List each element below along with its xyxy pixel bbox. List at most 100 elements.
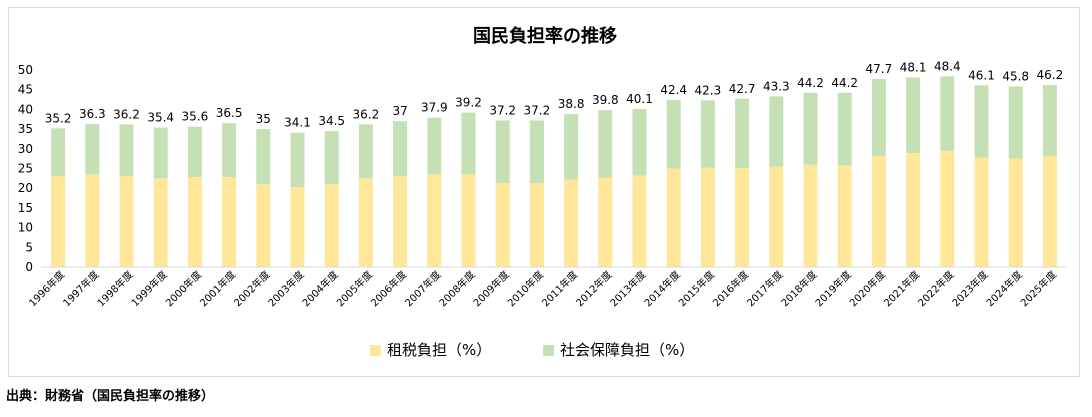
data-label-total: 35.2 <box>45 111 72 125</box>
data-label-total: 38.8 <box>558 97 585 111</box>
x-tick-label: 2006年度 <box>368 268 409 309</box>
legend-swatch-social <box>543 345 554 356</box>
bar-social <box>495 120 510 184</box>
bar-tax <box>427 174 442 267</box>
data-label-total: 42.4 <box>660 83 687 97</box>
stacked-bar-chart: 国民負担率の推移 0 5 10 15 20 25 30 35 40 45 50 35.2 36.3 36… <box>18 25 1067 359</box>
x-tick-label: 1999年度 <box>128 268 169 309</box>
x-tick-label: 2022年度 <box>915 268 956 309</box>
bar-social <box>358 124 373 179</box>
x-tick-label: 2021年度 <box>881 268 922 309</box>
bar-tax <box>256 184 271 267</box>
bar-tax <box>871 155 886 267</box>
data-label-total: 43.3 <box>763 79 790 93</box>
x-tick-label: 2008年度 <box>436 268 477 309</box>
data-label-total: 44.2 <box>831 76 858 90</box>
data-label-total: 48.4 <box>934 59 961 73</box>
bar-tax <box>358 178 373 267</box>
y-tick-label: 25 <box>18 162 33 176</box>
bar-social <box>461 112 476 175</box>
data-label-total: 34.1 <box>284 116 311 130</box>
bar-tax <box>1042 155 1057 267</box>
bar-tax <box>666 168 681 267</box>
bar-social <box>803 92 818 165</box>
y-tick-label: 30 <box>18 142 33 156</box>
bar-tax <box>51 176 66 267</box>
bar-social <box>769 96 784 167</box>
bar-social <box>1008 86 1023 159</box>
x-tick-label: 2011年度 <box>539 268 580 309</box>
x-tick-label: 2000年度 <box>163 268 204 309</box>
x-tick-label: 1997年度 <box>60 268 101 309</box>
bar-tax <box>974 157 989 267</box>
data-label-total: 46.1 <box>968 68 995 82</box>
bar-social <box>940 76 955 151</box>
bar-tax <box>290 187 305 267</box>
x-tick-label: 2001年度 <box>197 268 238 309</box>
bar-tax <box>187 177 202 267</box>
bar-tax <box>85 174 100 267</box>
bar-tax <box>940 150 955 267</box>
x-tick-label: 2003年度 <box>265 268 306 309</box>
legend-label-social: 社会保障負担（%） <box>560 341 694 359</box>
bar-social <box>529 120 544 184</box>
data-label-total: 45.8 <box>1002 70 1029 84</box>
data-labels: 35.2 36.3 36.2 35.4 35.6 36.5 35 34.1 34.5 36.2 37… <box>45 59 1064 129</box>
y-tick-label: 0 <box>25 260 33 274</box>
source-note: 出典：財務省（国民負担率の推移） <box>6 389 215 404</box>
legend-swatch-tax <box>370 345 381 356</box>
bar-tax <box>735 168 750 267</box>
bar-tax <box>769 166 784 267</box>
x-tick-label: 2018年度 <box>778 268 819 309</box>
bar-social <box>837 92 852 166</box>
data-label-total: 36.2 <box>353 107 380 121</box>
data-label-total: 42.3 <box>695 83 722 97</box>
x-axis: 1996年度1997年度1998年度1999年度2000年度2001年度2002… <box>26 266 1067 309</box>
x-tick-label: 2017年度 <box>744 268 785 309</box>
bar-tax <box>461 174 476 267</box>
bar-tax <box>393 176 408 267</box>
data-label-total: 47.7 <box>866 62 893 76</box>
x-tick-label: 2025年度 <box>1018 268 1059 309</box>
bar-social <box>871 79 886 156</box>
bar-social <box>119 124 134 177</box>
bar-tax <box>529 183 544 267</box>
bar-social <box>324 131 339 185</box>
data-label-total: 36.5 <box>216 106 243 120</box>
y-axis: 0 5 10 15 20 25 30 35 40 45 50 <box>18 63 33 274</box>
y-tick-label: 15 <box>18 201 33 215</box>
data-label-total: 44.2 <box>797 76 824 90</box>
data-label-total: 40.1 <box>626 92 653 106</box>
x-tick-label: 2009年度 <box>470 268 511 309</box>
bar-tax <box>495 183 510 267</box>
data-label-total: 48.1 <box>900 60 927 74</box>
y-tick-label: 50 <box>18 63 33 77</box>
bar-tax <box>906 153 921 267</box>
legend: 租税負担（%） 社会保障負担（%） <box>370 341 694 359</box>
bar-social <box>290 132 305 188</box>
data-label-total: 37.9 <box>421 101 448 115</box>
legend-label-tax: 租税負担（%） <box>387 341 491 359</box>
chart-frame: 国民負担率の推移 0 5 10 15 20 25 30 35 40 45 50 35.2 36.3 36… <box>8 7 1080 377</box>
bar-tax <box>564 179 579 267</box>
data-label-total: 35 <box>256 112 271 126</box>
bar-social <box>153 127 168 179</box>
data-label-total: 35.4 <box>147 111 174 125</box>
bar-social <box>666 99 681 169</box>
data-label-total: 39.2 <box>455 96 482 110</box>
x-tick-label: 2014年度 <box>641 268 682 309</box>
data-label-total: 36.3 <box>79 107 106 121</box>
data-label-total: 37.2 <box>489 103 516 117</box>
x-tick-label: 2015年度 <box>676 268 717 309</box>
bar-tax <box>632 175 647 267</box>
bar-tax <box>153 178 168 267</box>
bar-social <box>598 110 613 178</box>
bar-social <box>85 123 100 175</box>
x-tick-label: 1996年度 <box>26 268 67 309</box>
x-tick-label: 2013年度 <box>607 268 648 309</box>
data-label-total: 35.6 <box>182 110 209 124</box>
bar-tax <box>700 167 715 267</box>
bar-social <box>906 77 921 154</box>
y-tick-label: 5 <box>25 240 33 254</box>
y-tick-label: 10 <box>18 221 33 235</box>
